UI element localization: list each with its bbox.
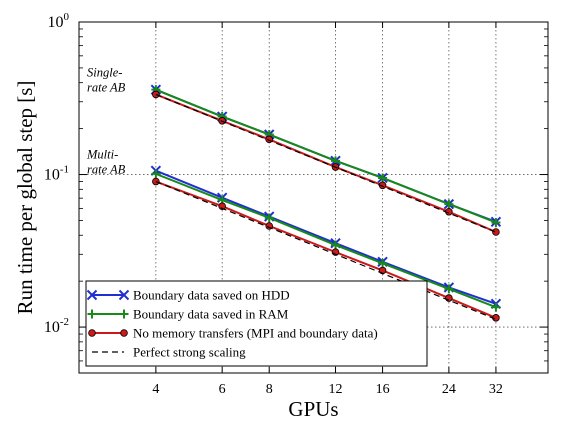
data-point	[378, 173, 388, 183]
series-line	[155, 93, 497, 233]
legend-label: Boundary data saved in RAM	[133, 307, 289, 322]
legend-marker	[118, 289, 130, 301]
data-point	[151, 169, 161, 179]
series-1	[150, 84, 502, 310]
series-2	[151, 85, 501, 312]
x-tick-label: 24	[442, 382, 456, 397]
legend-box	[85, 280, 428, 367]
x-tick-label: 16	[376, 382, 390, 397]
legend: Boundary data saved on HDD Boundary data …	[85, 280, 428, 367]
series-line	[155, 180, 497, 320]
data-point	[491, 302, 501, 312]
data-point	[445, 294, 453, 302]
x-tick-label: 32	[489, 382, 503, 397]
legend-entry: No memory transfers (MPI and boundary da…	[88, 326, 378, 341]
data-point	[378, 258, 388, 268]
legend-label: Boundary data saved on HDD	[133, 288, 290, 303]
legend-entry: Perfect strong scaling	[92, 345, 246, 360]
legend-marker	[87, 309, 97, 319]
legend-entry: Boundary data saved on HDD	[86, 288, 290, 303]
x-tick-label: 8	[266, 382, 273, 397]
data-point	[491, 217, 501, 227]
axis-ticks: 4 6 8 12 16 24 32 100 10-1 10-2	[44, 11, 548, 397]
series-4	[155, 93, 497, 320]
data-point	[444, 199, 454, 209]
y-tick-label: 10-2	[44, 316, 69, 336]
data-point	[492, 228, 500, 236]
legend-marker	[119, 309, 129, 319]
x-tick-label: 4	[152, 382, 159, 397]
series-group-annotation: Multi-rate AB	[86, 147, 126, 176]
legend-label: No memory transfers (MPI and boundary da…	[133, 326, 378, 341]
y-axis-label: Run time per global step [s]	[13, 81, 37, 315]
data-point	[264, 213, 274, 223]
x-tick-label: 6	[219, 382, 226, 397]
y-tick-label: 100	[48, 11, 70, 31]
x-tick-label: 12	[329, 382, 343, 397]
plot-area-frame	[78, 21, 549, 374]
y-tick-label: 10-1	[44, 164, 69, 184]
x-axis-label: GPUs	[288, 397, 338, 421]
data-point	[218, 202, 226, 210]
legend-entry: Boundary data saved in RAM	[87, 307, 289, 322]
legend-label: Perfect strong scaling	[133, 345, 246, 360]
legend-marker	[88, 329, 96, 337]
data-point	[331, 240, 341, 250]
legend-marker	[86, 289, 98, 301]
series-group-annotation: Single-rate AB	[87, 66, 126, 95]
annotations: Single-rate AB Multi-rate AB	[86, 66, 126, 177]
legend-marker	[120, 329, 128, 337]
data-point	[444, 284, 454, 294]
plot-series	[150, 84, 502, 322]
